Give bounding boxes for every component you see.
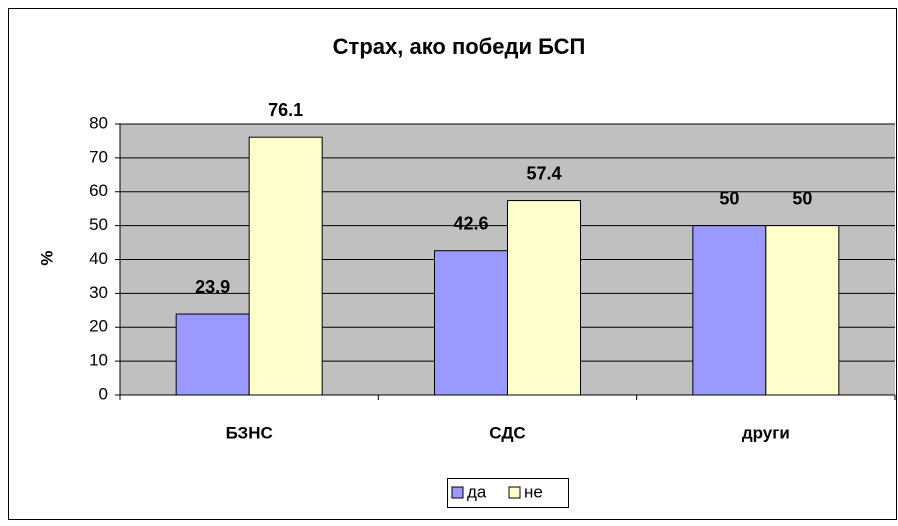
data-label: 76.1 <box>268 100 303 120</box>
bar <box>692 225 767 396</box>
legend-label: да <box>467 482 487 501</box>
y-tick-label: 80 <box>89 113 108 132</box>
x-tick-label: СДС <box>489 423 525 442</box>
y-tick-label: 70 <box>89 147 108 166</box>
bar <box>248 136 323 396</box>
y-axis-label: % <box>37 250 56 265</box>
x-tick-label: други <box>742 423 790 442</box>
legend-swatch <box>508 486 521 499</box>
bar <box>175 313 250 396</box>
bar <box>507 200 581 396</box>
y-tick-label: 50 <box>89 215 108 234</box>
y-tick-label: 40 <box>89 249 108 268</box>
data-label: 42.6 <box>453 213 488 233</box>
data-label: 50 <box>792 188 812 208</box>
y-tick-label: 10 <box>89 351 108 370</box>
y-tick-label: 30 <box>89 283 108 302</box>
x-tick-label: БЗНС <box>226 423 273 442</box>
bar <box>765 225 840 396</box>
legend <box>447 478 569 508</box>
y-tick-label: 0 <box>99 384 108 403</box>
y-tick-label: 20 <box>89 317 108 336</box>
data-label: 57.4 <box>526 163 561 183</box>
chart-title: Страх, ако победи БСП <box>333 34 586 59</box>
y-tick-label: 60 <box>89 181 108 200</box>
bar <box>434 250 508 396</box>
data-label: 23.9 <box>195 277 230 297</box>
legend-swatch <box>451 486 464 499</box>
data-label: 50 <box>719 188 739 208</box>
legend-label: не <box>524 482 543 501</box>
